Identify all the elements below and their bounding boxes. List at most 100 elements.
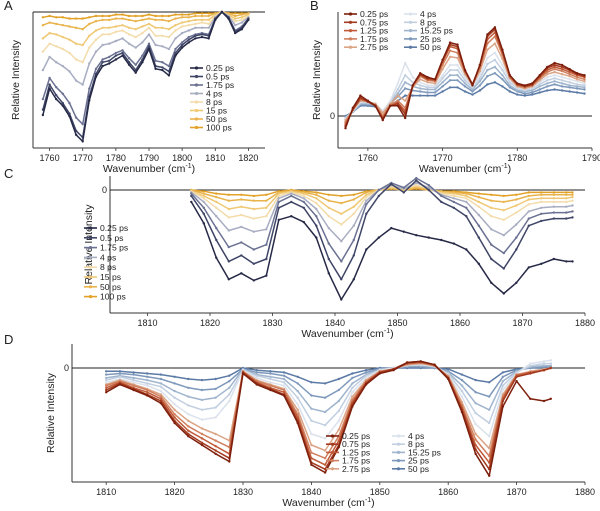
data-point <box>190 200 193 204</box>
data-point <box>68 70 71 73</box>
data-point <box>488 395 491 398</box>
data-point <box>515 204 518 207</box>
data-point <box>419 94 422 97</box>
series-line <box>190 182 573 242</box>
data-point <box>315 236 318 239</box>
data-point <box>68 51 71 55</box>
data-point <box>502 234 505 237</box>
data-point <box>501 78 504 81</box>
data-point <box>488 447 491 450</box>
data-point <box>187 377 190 381</box>
data-point <box>296 396 299 399</box>
data-point <box>154 59 157 62</box>
data-point <box>415 176 418 180</box>
legend-marker <box>194 83 199 87</box>
data-point <box>127 57 131 60</box>
data-point <box>531 93 534 96</box>
data-point <box>41 68 45 72</box>
data-point <box>88 46 91 49</box>
data-point <box>161 61 164 64</box>
data-point <box>234 17 237 20</box>
data-point <box>202 206 205 209</box>
data-point <box>474 432 477 436</box>
data-point <box>215 226 218 230</box>
data-point <box>568 78 571 81</box>
legend-label: 0.5 ps <box>100 233 123 243</box>
data-point <box>560 69 564 73</box>
data-point <box>515 211 518 214</box>
data-point <box>477 205 480 208</box>
data-point <box>433 363 436 366</box>
data-point <box>88 87 91 90</box>
data-point <box>302 206 305 209</box>
data-point <box>127 14 131 18</box>
data-point <box>501 375 505 378</box>
data-point <box>159 382 163 385</box>
legend-label: 1.75 ps <box>360 34 388 44</box>
data-point <box>546 65 549 69</box>
data-point <box>565 191 568 194</box>
data-point <box>240 28 243 31</box>
data-point <box>101 58 104 61</box>
data-point <box>515 248 518 251</box>
data-point <box>549 364 552 367</box>
data-point <box>310 407 313 410</box>
data-point <box>146 384 149 387</box>
data-point <box>490 243 493 246</box>
data-point <box>327 272 330 275</box>
data-point <box>108 62 111 65</box>
legend-label: 8 ps <box>100 262 116 272</box>
data-point <box>323 424 327 427</box>
data-point <box>277 197 280 200</box>
data-point <box>127 63 131 66</box>
data-point <box>419 87 422 90</box>
data-point <box>252 279 255 282</box>
data-point <box>282 391 286 394</box>
data-point <box>255 376 258 380</box>
x-tick-label: 1840 <box>325 318 345 328</box>
data-point <box>94 20 98 23</box>
data-point <box>488 435 491 438</box>
data-point <box>265 274 268 277</box>
legend-marker <box>194 117 199 121</box>
data-point <box>214 18 217 22</box>
x-axis-label-sup: -1 <box>384 328 390 335</box>
data-point <box>447 377 450 381</box>
panel-label: D <box>4 332 13 347</box>
data-point <box>565 193 568 196</box>
data-point <box>227 278 230 281</box>
series-line <box>106 362 551 426</box>
legend-label: 8 ps <box>420 17 436 27</box>
data-point <box>456 74 459 77</box>
data-point <box>501 405 505 408</box>
legend-marker <box>408 12 413 16</box>
data-point <box>282 381 286 384</box>
data-point <box>132 371 135 374</box>
data-point <box>159 389 163 393</box>
data-point <box>549 366 552 370</box>
data-point <box>240 18 243 22</box>
data-point <box>255 369 258 372</box>
data-point <box>538 85 541 88</box>
data-point <box>207 12 210 15</box>
data-point <box>134 71 137 74</box>
data-point <box>161 26 164 29</box>
data-point <box>546 85 549 88</box>
data-point <box>200 388 204 392</box>
data-point <box>114 30 118 33</box>
data-point <box>474 391 477 394</box>
data-point <box>174 37 177 40</box>
data-point <box>465 197 468 200</box>
data-point <box>255 374 258 377</box>
data-point <box>540 262 543 265</box>
series-line <box>106 359 551 440</box>
data-point <box>61 35 64 39</box>
data-point <box>402 191 405 194</box>
data-point <box>568 84 571 87</box>
data-point <box>540 193 543 196</box>
data-point <box>477 200 480 204</box>
data-point <box>486 75 489 78</box>
data-point <box>396 104 399 108</box>
data-point <box>132 381 135 384</box>
data-point <box>553 70 556 74</box>
